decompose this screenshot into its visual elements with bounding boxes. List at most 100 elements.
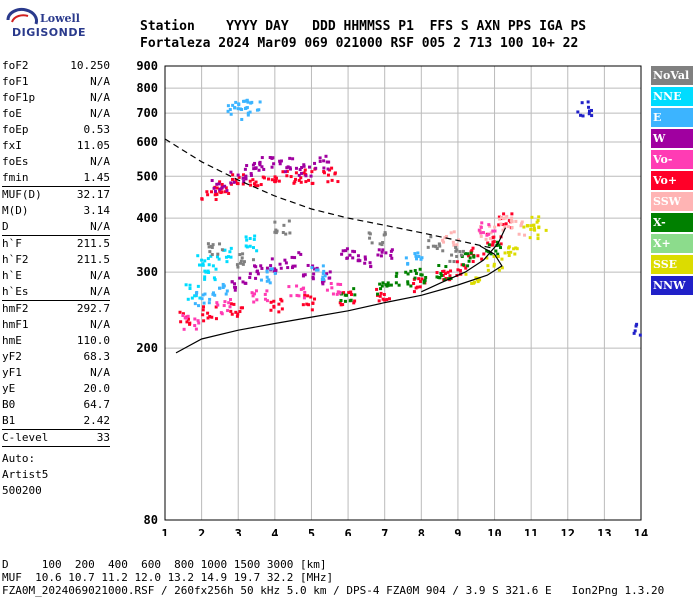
echo-mark: [297, 294, 301, 298]
x-tick-label: 8: [418, 527, 425, 536]
echo-mark: [339, 282, 343, 286]
param-row: hmF2 292.7: [2, 301, 110, 317]
echo-mark: [343, 299, 347, 303]
echo-mark: [356, 254, 360, 258]
echo-mark: [233, 285, 237, 289]
echo-mark: [244, 244, 248, 248]
echo-mark: [201, 262, 205, 266]
echo-mark: [270, 257, 274, 261]
echo-mark: [318, 159, 322, 163]
echo-mark: [260, 266, 264, 270]
echo-mark: [292, 181, 296, 185]
echo-mark: [471, 246, 475, 250]
echo-mark: [302, 296, 306, 300]
echo-mark: [269, 264, 273, 268]
echo-mark: [479, 234, 483, 238]
y-tick-label: 400: [136, 211, 158, 225]
echo-mark: [196, 284, 200, 288]
echo-mark: [202, 319, 206, 323]
echo-mark: [420, 256, 424, 260]
echo-mark: [464, 266, 468, 270]
echo-mark: [221, 285, 225, 289]
legend-item: NNE: [651, 87, 693, 106]
echo-mark: [485, 233, 489, 237]
param-name: D: [2, 220, 9, 233]
param-name: hmF2: [2, 302, 29, 315]
echo-mark: [389, 253, 393, 257]
echo-mark: [586, 100, 590, 104]
param-row: foF2 10.250: [2, 58, 110, 74]
echo-mark: [381, 241, 385, 245]
echo-mark: [258, 160, 262, 164]
echo-mark: [244, 235, 248, 239]
echo-mark: [232, 302, 236, 306]
echo-mark: [487, 243, 491, 247]
echo-mark: [201, 308, 205, 312]
echo-mark: [481, 231, 485, 235]
echo-mark: [259, 183, 263, 187]
echo-mark: [336, 290, 340, 294]
echo-mark: [251, 178, 255, 182]
echo-mark: [472, 255, 476, 259]
echo-mark: [206, 242, 210, 246]
echo-mark: [384, 283, 388, 287]
echo-mark: [203, 292, 207, 296]
echo-mark: [353, 299, 357, 303]
param-name: yF2: [2, 350, 22, 363]
echo-mark: [500, 266, 504, 270]
legend: NoVal NNE E W Vo- Vo+ SSW X- X+ SSE NNW: [651, 66, 693, 297]
echo-mark: [404, 256, 408, 260]
echo-mark: [509, 250, 513, 254]
echo-mark: [239, 261, 243, 265]
echo-mark: [241, 182, 245, 186]
param-group-4: hmF2 292.7 hmF1 N/A hmE 110.0 yF2 68.3 yF1 N/A yE 2…: [2, 301, 110, 429]
echo-mark: [239, 306, 243, 310]
echo-mark: [248, 244, 252, 248]
param-row: fmin 1.45: [2, 170, 110, 186]
echo-mark: [379, 291, 383, 295]
echo-mark: [417, 254, 421, 258]
param-value: 10.250: [70, 59, 110, 72]
echo-mark: [234, 310, 238, 314]
echo-mark: [248, 179, 252, 183]
echo-mark: [485, 256, 489, 260]
echo-mark: [236, 182, 240, 186]
echo-mark: [270, 165, 274, 169]
echo-mark: [379, 254, 383, 258]
echo-mark: [353, 250, 357, 254]
echo-mark: [522, 225, 526, 229]
echo-mark: [277, 302, 281, 306]
param-name: foEp: [2, 123, 29, 136]
echo-mark: [482, 252, 486, 256]
echo-mark: [344, 249, 348, 253]
x-tick-label: 13: [597, 527, 611, 536]
param-name: MUF(D): [2, 188, 42, 201]
echo-mark: [193, 302, 197, 306]
echo-mark: [437, 275, 441, 279]
echo-mark: [529, 227, 533, 231]
echo-mark: [288, 156, 292, 160]
echo-mark: [336, 180, 340, 184]
echo-mark: [379, 287, 383, 291]
echo-mark: [231, 173, 235, 177]
header-labels: Station YYYY DAY DDD HHMMSS P1 FFS S AXN…: [140, 19, 587, 34]
echo-mark: [259, 278, 263, 282]
param-value: 68.3: [83, 350, 111, 363]
echo-mark: [342, 291, 346, 295]
echo-mark: [499, 242, 503, 246]
echo-mark: [330, 286, 334, 290]
echo-mark: [220, 186, 224, 190]
echo-mark: [320, 277, 324, 281]
echo-mark: [419, 279, 423, 283]
echo-mark: [300, 171, 304, 175]
echo-mark: [327, 160, 331, 164]
param-row: h`E N/A: [2, 268, 110, 284]
echo-mark: [449, 269, 453, 273]
echo-mark: [182, 327, 186, 331]
param-value: N/A: [90, 75, 110, 88]
echo-mark: [229, 309, 233, 313]
echo-mark: [474, 276, 478, 280]
echo-mark: [304, 174, 308, 178]
x-tick-label: 6: [344, 527, 351, 536]
echo-mark: [386, 281, 390, 285]
